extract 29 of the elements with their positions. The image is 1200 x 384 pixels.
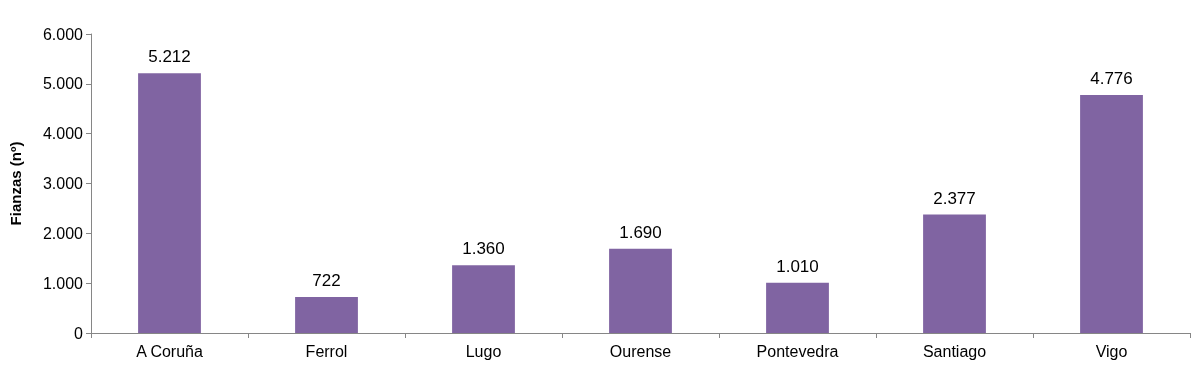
bar — [923, 214, 986, 333]
x-tick-label: Ferrol — [305, 342, 348, 360]
y-tick-label: 3.000 — [42, 175, 84, 192]
data-label: 2.377 — [933, 188, 976, 208]
y-axis-title: Fianzas (nº) — [7, 141, 24, 226]
x-tick-label: Pontevedra — [756, 342, 839, 360]
y-tick-label: 6.000 — [42, 25, 84, 43]
x-tick-label: Ourense — [609, 342, 672, 360]
bar — [609, 248, 672, 333]
data-label: 1.010 — [776, 256, 819, 276]
y-tick-label: 5.000 — [42, 75, 84, 93]
y-tick-label: 4.000 — [42, 125, 84, 143]
data-label: 5.212 — [148, 47, 191, 67]
bar — [452, 265, 515, 333]
bar — [138, 73, 201, 333]
y-tick-label: 2.000 — [42, 224, 84, 242]
x-tick-label: Santiago — [922, 342, 987, 360]
x-tick-label: Lugo — [465, 342, 502, 360]
data-label: 4.776 — [1090, 69, 1133, 88]
data-label: 1.690 — [619, 222, 662, 242]
bar — [766, 282, 829, 333]
data-label: 1.360 — [462, 239, 505, 259]
y-tick-label: 0 — [74, 324, 84, 342]
y-tick-label: 1.000 — [42, 274, 84, 292]
x-tick-label: Vigo — [1095, 342, 1128, 360]
x-tick-label: A Coruña — [136, 342, 203, 360]
data-label: 722 — [312, 271, 341, 291]
bar — [295, 297, 358, 333]
bar — [1080, 95, 1143, 333]
